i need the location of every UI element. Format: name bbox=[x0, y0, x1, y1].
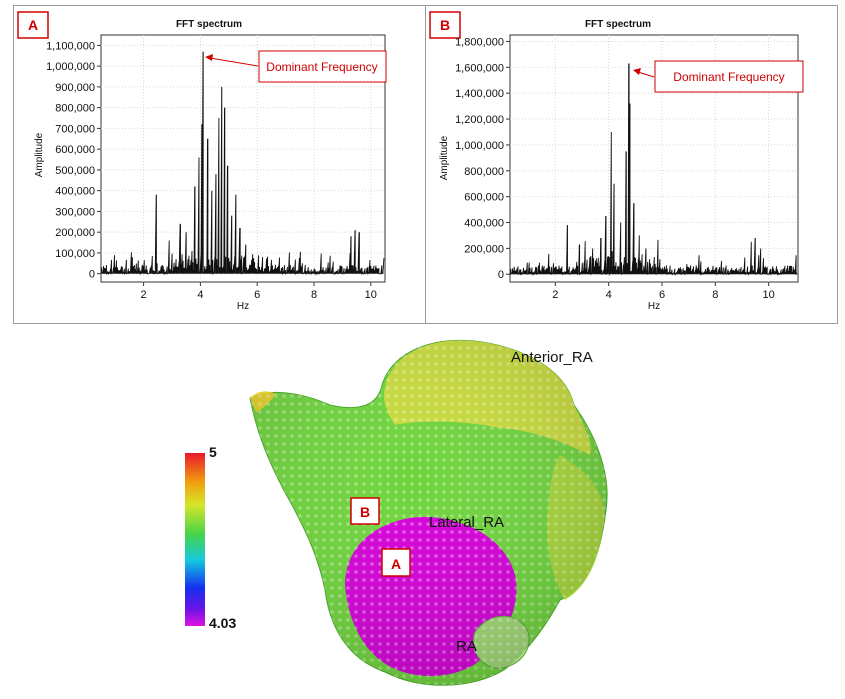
chart-a-spectrum-line bbox=[101, 51, 385, 276]
chart-b-grid bbox=[510, 35, 798, 282]
x-tick-label: 2 bbox=[141, 289, 147, 301]
x-tick-label: 6 bbox=[659, 289, 665, 301]
chart-a-title: FFT spectrum bbox=[176, 19, 242, 30]
x-tick-label: 8 bbox=[311, 289, 317, 301]
y-tick-label: 200,000 bbox=[55, 227, 95, 239]
x-tick-label: 8 bbox=[712, 289, 718, 301]
y-tick-label: 200,000 bbox=[464, 243, 504, 255]
y-tick-label: 1,400,000 bbox=[455, 88, 504, 100]
y-tick-label: 600,000 bbox=[55, 144, 95, 156]
map-marker-b-box bbox=[350, 497, 380, 525]
map-marker-b: B bbox=[360, 504, 370, 520]
atrial-map: Anterior_RA Lateral_RA RA B A bbox=[249, 339, 608, 686]
chart-b-spectrum-line bbox=[510, 63, 798, 276]
y-tick-label: 1,100,000 bbox=[46, 40, 95, 52]
map-marker-a: A bbox=[391, 556, 401, 572]
panel-b-label-box bbox=[429, 11, 461, 39]
y-tick-label: 300,000 bbox=[55, 206, 95, 218]
x-tick-label: 6 bbox=[254, 289, 260, 301]
colorbar: 5 4.03 bbox=[185, 444, 236, 631]
y-tick-label: 1,600,000 bbox=[455, 62, 504, 74]
chart-a-xlabel: Hz bbox=[237, 301, 249, 312]
map-label-partial: RA bbox=[456, 638, 477, 655]
chart-a-annotation-box bbox=[258, 50, 387, 83]
panel-a-label: A bbox=[28, 17, 38, 33]
chart-b-arrowhead bbox=[633, 68, 641, 75]
colorbar-gradient bbox=[185, 453, 205, 626]
y-tick-label: 900,000 bbox=[55, 82, 95, 94]
panel-b-label: B bbox=[440, 17, 450, 33]
y-tick-label: 0 bbox=[89, 269, 95, 281]
colorbar-max: 5 bbox=[209, 444, 217, 460]
y-tick-label: 600,000 bbox=[464, 192, 504, 204]
chart-b-title: FFT spectrum bbox=[585, 19, 651, 30]
map-label-anterior: Anterior_RA bbox=[511, 349, 593, 366]
map-label-lateral: Lateral_RA bbox=[429, 514, 504, 531]
panel-a-label-box bbox=[17, 11, 49, 39]
y-tick-label: 0 bbox=[498, 269, 504, 281]
chart-a-ylabel: Amplitude bbox=[34, 132, 45, 177]
x-tick-label: 2 bbox=[552, 289, 558, 301]
chart-a-annotation-arrow bbox=[209, 57, 259, 67]
map-marker-a-box bbox=[381, 548, 411, 577]
chart-a-y-ticks: 0 100,000 200,000 300,000 400,000 500,000 600,… bbox=[46, 40, 101, 281]
chart-b-x-ticks: 2 4 6 8 10 bbox=[552, 282, 775, 301]
chart-b-annotation-box bbox=[654, 60, 804, 93]
y-tick-label: 800,000 bbox=[464, 166, 504, 178]
chart-b-xlabel: Hz bbox=[648, 301, 660, 312]
y-tick-label: 800,000 bbox=[55, 103, 95, 115]
chart-a-x-ticks: 2 4 6 8 10 bbox=[141, 282, 377, 301]
chart-b-ylabel: Amplitude bbox=[439, 135, 450, 180]
y-tick-label: 500,000 bbox=[55, 165, 95, 177]
y-tick-label: 1,800,000 bbox=[455, 36, 504, 48]
x-tick-label: 10 bbox=[365, 289, 377, 301]
x-tick-label: 10 bbox=[763, 289, 775, 301]
colorbar-min: 4.03 bbox=[209, 615, 236, 631]
x-tick-label: 4 bbox=[606, 289, 612, 301]
chart-b: B FFT spectrum 0 200,000 400,000 600,000 800… bbox=[429, 11, 804, 312]
x-tick-label: 4 bbox=[197, 289, 203, 301]
chart-b-annotation-arrow bbox=[637, 71, 655, 78]
y-tick-label: 400,000 bbox=[55, 186, 95, 198]
map-shading bbox=[250, 340, 608, 686]
chart-b-annotation: Dominant Frequency bbox=[673, 70, 784, 84]
y-tick-label: 100,000 bbox=[55, 248, 95, 260]
y-tick-label: 400,000 bbox=[464, 218, 504, 230]
y-tick-label: 1,000,000 bbox=[46, 61, 95, 73]
y-tick-label: 1,200,000 bbox=[455, 114, 504, 126]
y-tick-label: 700,000 bbox=[55, 123, 95, 135]
chart-b-y-ticks: 0 200,000 400,000 600,000 800,000 1,000,000 1,… bbox=[455, 36, 510, 281]
chart-a-annotation: Dominant Frequency bbox=[266, 60, 377, 74]
y-tick-label: 1,000,000 bbox=[455, 140, 504, 152]
chart-a: A FFT spectrum 0 100,000 200,000 300,000 400… bbox=[17, 11, 387, 312]
chart-a-arrowhead bbox=[205, 54, 213, 61]
